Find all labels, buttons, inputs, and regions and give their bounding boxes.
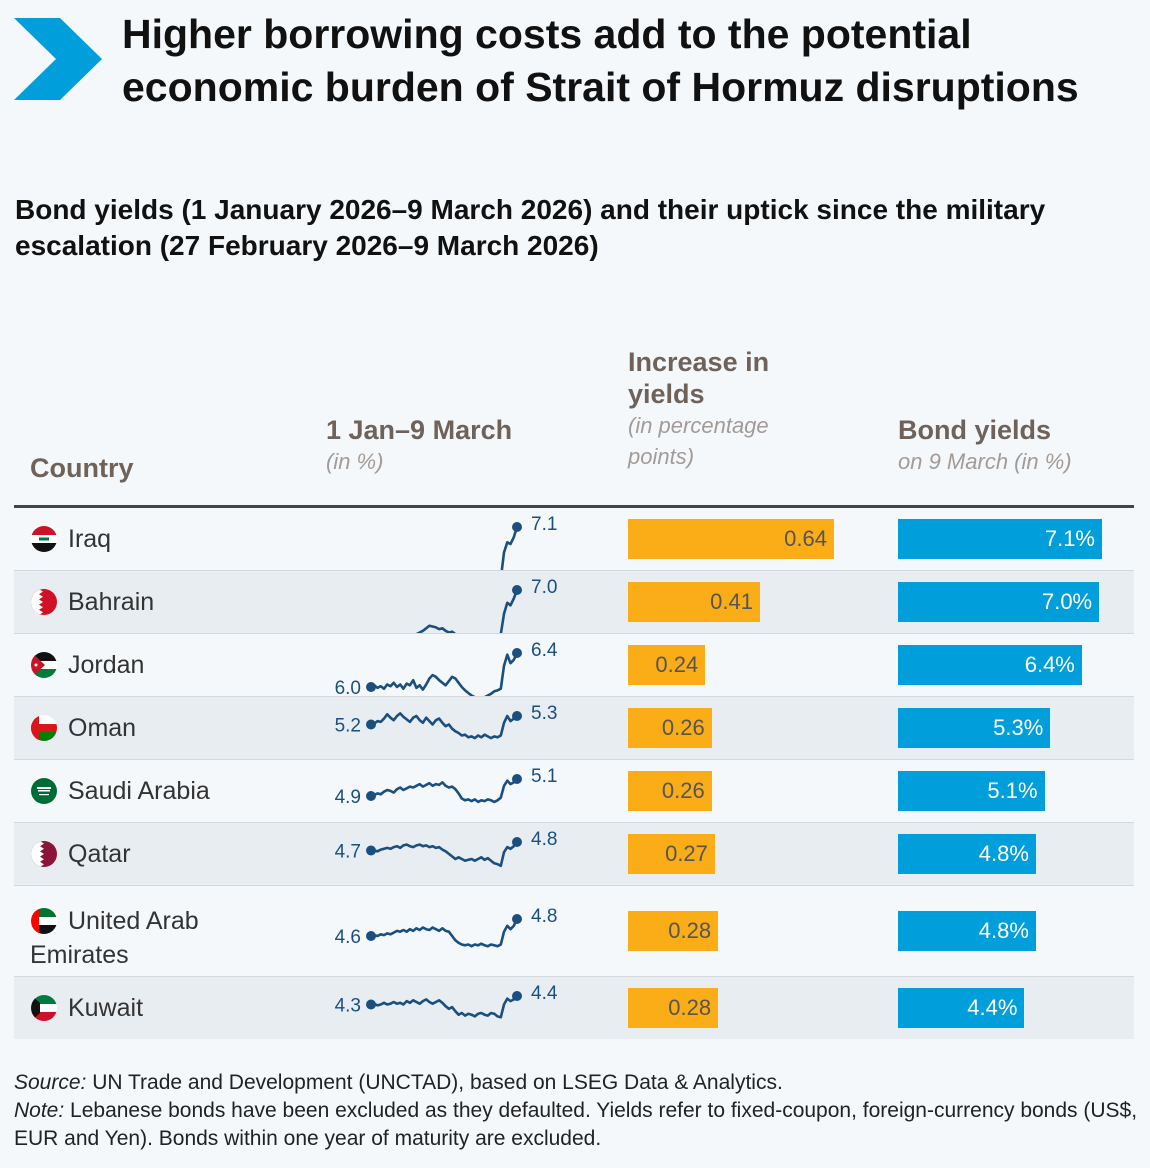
- trend-line: [500, 526, 519, 570]
- trend-end-dot: [512, 711, 522, 721]
- kuwait-flag-icon: [31, 995, 57, 1021]
- yield-bar: 6.4%: [898, 645, 1082, 685]
- iraq-flag-icon: [31, 526, 57, 552]
- header-rule: [14, 505, 1134, 508]
- table-row: United Arab Emirates 4.6 4.8 0.28 4.8%: [14, 886, 1134, 977]
- uae-flag-icon: [31, 908, 57, 934]
- sparkline: 4.6 4.8: [335, 906, 558, 948]
- end-value-label: 7.1: [531, 514, 557, 535]
- bond-table: Iraq6.47.10.647.1%Bahrain6.37.00.417.0%J…: [14, 508, 1134, 1039]
- header-trend: 1 Jan–9 March (in %): [326, 415, 513, 474]
- country-name: Kuwait: [68, 994, 144, 1022]
- trend-start-dot: [366, 791, 376, 801]
- yield-bar: 4.8%: [898, 911, 1036, 951]
- trend-start-dot: [366, 845, 376, 856]
- footer: Source: UN Trade and Development (UNCTAD…: [14, 1069, 1139, 1153]
- qatar-flag-icon: [31, 841, 57, 867]
- page-title: Higher borrowing costs add to the potent…: [122, 11, 1079, 110]
- end-value-label: 7.0: [531, 577, 557, 598]
- jordan-flag-icon: [31, 652, 57, 678]
- country-name: Oman: [68, 714, 137, 742]
- sparkline: 6.0 6.4: [335, 640, 558, 696]
- start-value-label: 5.2: [335, 716, 361, 737]
- country-name: United Arab Emirates: [30, 907, 199, 969]
- yield-bar: 4.8%: [898, 834, 1036, 874]
- trend-end-dot: [512, 914, 522, 924]
- table-row: Qatar 4.7 4.8 0.27 4.8%: [14, 823, 1134, 886]
- sparkline: 4.9 5.1: [335, 766, 558, 808]
- bahrain-flag-icon: [31, 589, 57, 615]
- increase-bar: 0.27: [628, 834, 715, 874]
- trend-end-dot: [512, 522, 522, 532]
- end-value-label: 4.8: [531, 906, 557, 927]
- start-value-label: 6.0: [335, 678, 361, 696]
- chevron-logo-icon: [14, 18, 102, 100]
- trend-start-dot: [366, 719, 376, 730]
- header-yields: Bond yields on 9 March (in %): [898, 415, 1072, 474]
- increase-bar: 0.26: [628, 708, 712, 748]
- chart-subtitle: Bond yields (1 January 2026–9 March 2026…: [15, 194, 1046, 261]
- increase-bar: 0.28: [628, 911, 719, 951]
- end-value-label: 6.4: [531, 640, 558, 661]
- trend-line: [370, 712, 518, 740]
- end-value-label: 5.1: [531, 766, 557, 787]
- end-value-label: 4.8: [531, 829, 557, 850]
- trend-line: [370, 995, 518, 1019]
- trend-line: [370, 778, 518, 804]
- trend-end-dot: [512, 991, 522, 1001]
- country-name: Bahrain: [68, 588, 155, 616]
- saudi-arabia-flag-icon: [31, 778, 57, 804]
- sparkline: 5.2 5.3: [335, 703, 557, 740]
- table-row: Saudi Arabia 4.9 5.1 0.26 5.1%: [14, 760, 1134, 823]
- table-row: Bahrain 6.37.0 0.41 7.0%: [14, 571, 1134, 634]
- source-note: Source: UN Trade and Development (UNCTAD…: [14, 1071, 783, 1094]
- trend-line: [371, 841, 519, 868]
- country-name: Jordan: [68, 651, 145, 679]
- yield-bar: 7.1%: [898, 519, 1102, 559]
- yield-bar: 4.4%: [898, 988, 1025, 1028]
- trend-line: [370, 918, 519, 948]
- sparkline: 6.47.1: [500, 514, 557, 570]
- end-value-label: 4.4: [531, 983, 558, 1004]
- sparkline: 4.7 4.8: [335, 829, 557, 868]
- table-row: Kuwait 4.3 4.4 0.28 4.4%: [14, 977, 1134, 1039]
- country-name: Saudi Arabia: [68, 777, 210, 805]
- sparkline: 6.37.0: [415, 577, 557, 633]
- header-increase: Increase in yields (in percentage points…: [628, 347, 770, 469]
- start-value-label: 4.9: [335, 787, 361, 808]
- table-row: Oman 5.2 5.3 0.26 5.3%: [14, 697, 1134, 760]
- increase-bar: 0.28: [628, 988, 719, 1028]
- start-value-label: 4.6: [335, 927, 361, 948]
- header-country: Country: [30, 453, 134, 483]
- trend-end-dot: [512, 585, 522, 595]
- trend-start-dot: [366, 931, 376, 941]
- yield-bar: 5.3%: [898, 708, 1051, 748]
- start-value-label: 4.3: [335, 996, 361, 1017]
- trend-line: [415, 589, 519, 633]
- trend-end-dot: [512, 837, 522, 847]
- end-value-label: 5.3: [531, 703, 557, 724]
- country-name: Iraq: [68, 525, 112, 553]
- trend-start-dot: [366, 999, 376, 1010]
- increase-bar: 0.64: [628, 519, 834, 559]
- trend-end-dot: [512, 774, 522, 784]
- oman-flag-icon: [31, 715, 57, 741]
- note-text: Note: Lebanese bonds have been excluded …: [14, 1099, 1138, 1150]
- increase-bar: 0.41: [628, 582, 760, 622]
- country-name: Qatar: [68, 840, 131, 868]
- start-value-label: 4.7: [335, 842, 361, 863]
- sparkline: 4.3 4.4: [335, 983, 558, 1019]
- table-row: Jordan 6.0 6.4 0.24 6.4%: [14, 634, 1134, 697]
- yield-bar: 7.0%: [898, 582, 1100, 622]
- increase-bar: 0.24: [628, 645, 706, 685]
- increase-bar: 0.26: [628, 771, 712, 811]
- yield-bar: 5.1%: [898, 771, 1045, 811]
- table-row: Iraq 6.47.1 0.64 7.1%: [14, 508, 1134, 571]
- trend-end-dot: [512, 648, 522, 658]
- trend-start-dot: [366, 682, 376, 692]
- trend-line: [370, 652, 519, 696]
